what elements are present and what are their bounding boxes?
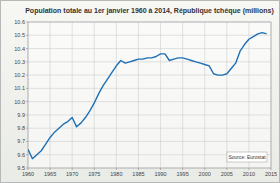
x-tick-label: 1960 [22, 171, 34, 177]
y-tick-label: 10.5 [14, 32, 25, 38]
x-tick-label: 1990 [154, 171, 166, 177]
y-tick-label: 10.6 [14, 19, 25, 25]
x-tick-label: 2010 [243, 171, 255, 177]
grid-line [204, 22, 205, 168]
grid-line [160, 22, 161, 168]
y-tick-label: 9.6 [17, 152, 25, 158]
x-tick-label: 1965 [44, 171, 56, 177]
y-tick-label: 10.1 [14, 85, 25, 91]
x-tick-label: 2015 [265, 171, 277, 177]
grid-line [50, 22, 51, 168]
y-tick-label: 10.0 [14, 99, 25, 105]
grid-line [182, 22, 183, 168]
x-tick-label: 1970 [66, 171, 78, 177]
grid-line [28, 88, 271, 89]
x-tick-label: 2000 [199, 171, 211, 177]
x-tick-label: 1985 [132, 171, 144, 177]
grid-line [28, 75, 271, 76]
y-tick-label: 10.3 [14, 59, 25, 65]
x-tick-label: 1980 [110, 171, 122, 177]
annotation-box [227, 152, 267, 162]
y-tick-label: 9.8 [17, 125, 25, 131]
grid-line [226, 22, 227, 168]
plot-frame [28, 22, 271, 168]
grid-line [138, 22, 139, 168]
y-tick-label: 10.2 [14, 72, 25, 78]
grid-line [28, 48, 271, 49]
grid-line [248, 22, 249, 168]
grid-line [28, 128, 271, 129]
grid-line [28, 35, 271, 36]
x-tick-label: 1975 [88, 171, 100, 177]
background [1, 1, 280, 183]
title: Population totale au 1er janvier 1960 à … [25, 7, 274, 15]
x-tick-label: 2005 [221, 171, 233, 177]
chart: Population totale au 1er janvier 1960 à … [0, 0, 280, 183]
grid-line [28, 61, 271, 62]
grid-line [72, 22, 73, 168]
y-tick-label: 10.4 [14, 46, 25, 52]
grid-line [28, 114, 271, 115]
series-group [28, 33, 267, 159]
x-tick-label: 1995 [177, 171, 189, 177]
grid-line [28, 141, 271, 142]
plot-area [28, 22, 271, 168]
grid-line [28, 101, 271, 102]
y-tick-label: 9.9 [17, 112, 25, 118]
line [28, 33, 267, 159]
y-tick-label: 9.7 [17, 138, 25, 144]
grid-line [94, 22, 95, 168]
annotation: Source: Eurostat [228, 154, 266, 160]
grid-line [116, 22, 117, 168]
